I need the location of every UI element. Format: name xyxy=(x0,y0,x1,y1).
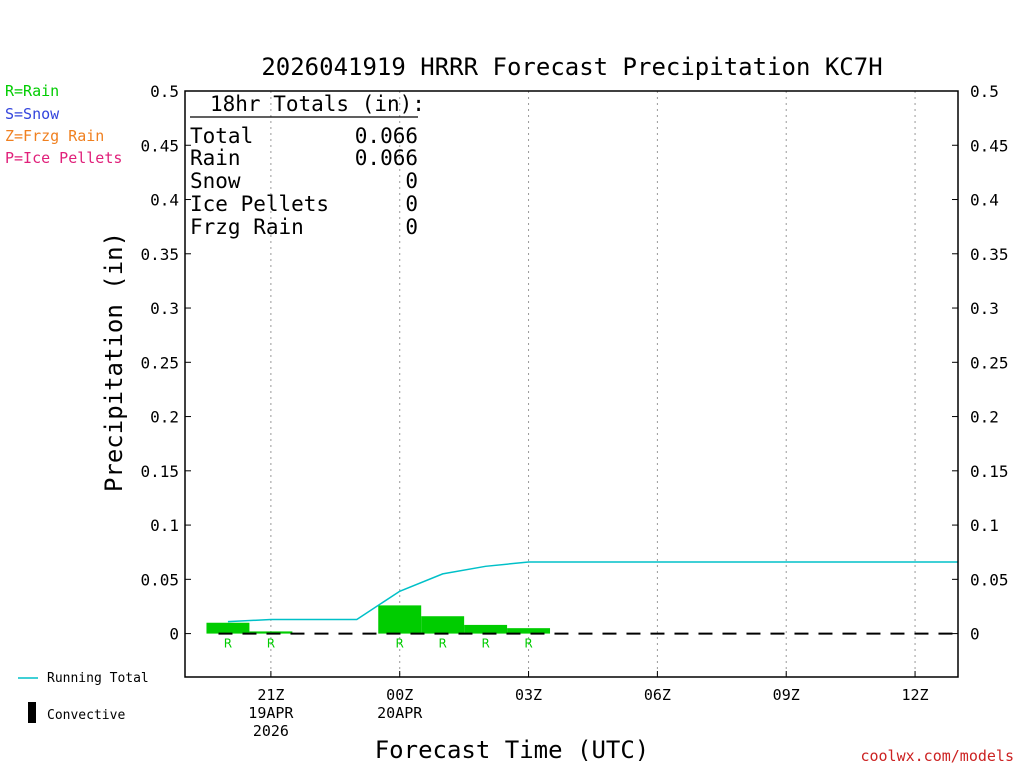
totals-value-total: 0.066 xyxy=(355,124,418,148)
y-tick-label-right: 0.4 xyxy=(970,191,999,210)
running-total-series xyxy=(227,561,958,623)
x-tick-label: 00Z xyxy=(386,686,413,704)
y-tick-label: 0.25 xyxy=(140,353,179,372)
totals-value-snow: 0 xyxy=(405,169,418,193)
precip-type-marker: R xyxy=(224,637,232,651)
y-axis: 0 00.05 0.050.1 0.10.15 0.150.2 0.20.25 0.250.… xyxy=(140,82,1008,644)
x-tick-label: 21Z xyxy=(257,686,284,704)
legend-snow: S=Snow xyxy=(5,105,60,123)
y-tick-label: 0.45 xyxy=(140,136,179,155)
precip-type-marker: R xyxy=(481,637,489,651)
y-tick-label: 0 xyxy=(169,625,179,644)
totals-label-snow: Snow xyxy=(190,169,241,193)
grid xyxy=(270,91,916,677)
y-tick-label-right: 0.25 xyxy=(970,353,1009,372)
y-axis-label: Precipitation (in) xyxy=(100,232,128,492)
totals-label-frzg: Frzg Rain xyxy=(190,215,304,239)
precip-bar xyxy=(507,628,551,634)
totals-value-ice: 0 xyxy=(405,192,418,216)
x-tick-label: 2026 xyxy=(253,722,289,740)
y-tick-label-right: 0.35 xyxy=(970,245,1009,264)
legend-rain: R=Rain xyxy=(5,82,59,100)
convective-legend-label: Convective xyxy=(47,708,125,723)
x-axis-label: Forecast Time (UTC) xyxy=(375,736,650,764)
y-tick-label-right: 0 xyxy=(970,625,980,644)
left-legend: R=Rain S=Snow Z=Frzg Rain P=Ice Pellets xyxy=(5,82,122,167)
credit-text: coolwx.com/models xyxy=(860,747,1014,765)
precip-type-marker: R xyxy=(396,637,404,651)
y-tick-label: 0.2 xyxy=(150,408,179,427)
legend-ice: P=Ice Pellets xyxy=(5,149,122,167)
convective-legend-swatch xyxy=(28,702,36,723)
precip-bar xyxy=(378,605,422,634)
plot-frame xyxy=(184,90,959,678)
y-tick-label-right: 0.5 xyxy=(970,82,999,101)
x-tick-label: 12Z xyxy=(902,686,929,704)
y-tick-label-right: 0.3 xyxy=(970,299,999,318)
totals-value-frzg: 0 xyxy=(405,215,418,239)
running-total-line xyxy=(227,561,958,623)
x-tick-label: 03Z xyxy=(515,686,542,704)
precip-bar xyxy=(464,624,508,634)
bottom-legend: Running Total Convective xyxy=(18,671,149,723)
totals-value-rain: 0.066 xyxy=(355,146,418,170)
precip-type-marker: R xyxy=(438,637,446,651)
precip-type-marker: R xyxy=(267,637,275,651)
totals-label-ice: Ice Pellets xyxy=(190,192,329,216)
totals-box: 18hr Totals (in): Total 0.066 Rain 0.066… xyxy=(190,92,425,239)
y-tick-label-right: 0.45 xyxy=(970,136,1009,155)
precip-bar xyxy=(249,631,293,634)
y-tick-label: 0.05 xyxy=(140,570,179,589)
y-tick-label: 0.1 xyxy=(150,516,179,535)
y-tick-label: 0.3 xyxy=(150,299,179,318)
totals-label-total: Total xyxy=(190,124,253,148)
chart-title: 2026041919 HRRR Forecast Precipitation K… xyxy=(261,53,882,81)
y-tick-label: 0.5 xyxy=(150,82,179,101)
y-tick-label-right: 0.05 xyxy=(970,570,1009,589)
precip-type-marker: R xyxy=(524,637,532,651)
totals-label-rain: Rain xyxy=(190,146,241,170)
y-tick-label-right: 0.15 xyxy=(970,462,1009,481)
running-total-legend-label: Running Total xyxy=(47,671,149,686)
x-tick-label: 20APR xyxy=(377,704,423,722)
x-tick-label: 09Z xyxy=(773,686,800,704)
y-tick-label: 0.35 xyxy=(140,245,179,264)
precip-bar xyxy=(421,616,465,634)
y-tick-label: 0.15 xyxy=(140,462,179,481)
precip-bar xyxy=(206,622,250,634)
y-tick-label-right: 0.1 xyxy=(970,516,999,535)
y-tick-label-right: 0.2 xyxy=(970,408,999,427)
y-tick-label: 0.4 xyxy=(150,191,179,210)
legend-frzg: Z=Frzg Rain xyxy=(5,127,104,145)
totals-title: 18hr Totals (in): xyxy=(210,92,425,116)
x-tick-label: 19APR xyxy=(248,704,294,722)
x-tick-label: 06Z xyxy=(644,686,671,704)
